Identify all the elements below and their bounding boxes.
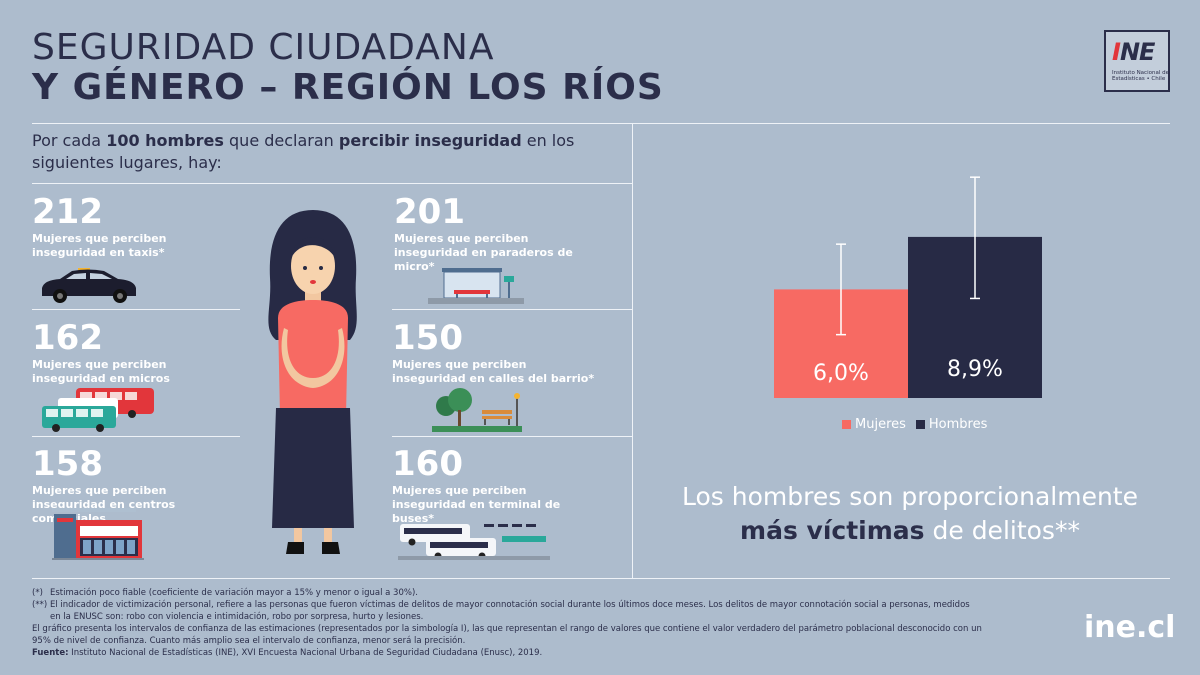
stat-calles-barrio: 150 Mujeres que perciben inseguridad en …	[392, 320, 612, 386]
page-title: SEGURIDAD CIUDADANA Y GÉNERO – REGIÓN LO…	[32, 28, 664, 108]
stat-value: 212	[32, 192, 103, 232]
stat-value: 162	[32, 318, 103, 358]
footer-divider	[32, 578, 1170, 579]
woman-figure	[268, 210, 357, 554]
data-label-mujeres: 6,0%	[813, 361, 869, 386]
stat-value: 160	[392, 444, 463, 484]
legend-item-hombres: Hombres	[915, 417, 988, 432]
stat-description: Mujeres que perciben inseguridad en micr…	[32, 358, 170, 385]
legend-swatch-hombres	[915, 420, 925, 429]
panel-divider	[632, 123, 633, 578]
stat-description: Mujeres que perciben inseguridad en taxi…	[32, 232, 167, 259]
row-divider-right-1	[392, 309, 632, 310]
stat-value: 150	[392, 318, 463, 358]
stat-paraderos: 201 Mujeres que perciben inseguridad en …	[394, 194, 614, 274]
ine-logo-mark: INE	[1112, 38, 1155, 66]
ine-logo-subtitle: Instituto Nacional de Estadísticas • Chi…	[1112, 70, 1169, 82]
title-line-2: Y GÉNERO – REGIÓN LOS RÍOS	[32, 67, 664, 108]
stat-value: 158	[32, 444, 103, 484]
header-divider	[32, 123, 1170, 124]
stat-terminal-buses: 160 Mujeres que perciben inseguridad en …	[392, 446, 612, 526]
stat-value: 201	[394, 192, 465, 232]
bus-terminal-icon	[398, 524, 550, 560]
bus-stop-icon	[428, 268, 524, 304]
row-divider-right-2	[392, 436, 632, 437]
stat-centros-comerciales: 158 Mujeres que perciben inseguridad en …	[32, 446, 252, 526]
footnote-1: (*) Estimación poco fiable (coeficiente d…	[32, 588, 418, 598]
stat-description: Mujeres que perciben inseguridad en term…	[392, 484, 561, 525]
footnotes: (*) Estimación poco fiable (coeficiente d…	[32, 587, 982, 659]
footnote-source: Fuente: Instituto Nacional de Estadístic…	[32, 648, 543, 658]
stat-taxis: 212 Mujeres que perciben inseguridad en …	[32, 194, 252, 260]
legend-item-mujeres: Mujeres	[842, 417, 906, 432]
intro-divider	[32, 183, 632, 184]
row-divider-left-2	[32, 436, 240, 437]
stat-description: Mujeres que perciben inseguridad en para…	[394, 232, 573, 273]
website-label[interactable]: ine.cl	[1084, 610, 1176, 645]
park-icon	[432, 388, 522, 432]
footnote-3: El gráfico presenta los intervalos de co…	[32, 624, 982, 646]
intro-text: Por cada 100 hombres que declaran percib…	[32, 131, 575, 172]
legend-label-mujeres: Mujeres	[855, 417, 906, 432]
row-divider-left-1	[32, 309, 240, 310]
taxi-icon	[42, 268, 136, 303]
victimization-bar-chart: 6,0% 8,9%	[774, 176, 1042, 398]
title-line-1: SEGURIDAD CIUDADANA	[32, 27, 495, 68]
tagline: Los hombres son proporcionalmente más ví…	[682, 482, 1138, 545]
mall-icon	[52, 508, 144, 560]
legend-swatch-mujeres	[842, 420, 851, 429]
stat-micros: 162 Mujeres que perciben inseguridad en …	[32, 320, 252, 386]
footnote-2: (**) El indicador de victimización person…	[32, 600, 970, 622]
data-label-hombres: 8,9%	[947, 357, 1003, 382]
stat-description: Mujeres que perciben inseguridad en call…	[392, 358, 595, 385]
bus-icon	[42, 388, 154, 432]
legend-label-hombres: Hombres	[928, 417, 988, 432]
chart-legend: Mujeres Hombres	[842, 417, 987, 432]
ine-logo: INE Instituto Nacional de Estadísticas •…	[1104, 30, 1170, 92]
